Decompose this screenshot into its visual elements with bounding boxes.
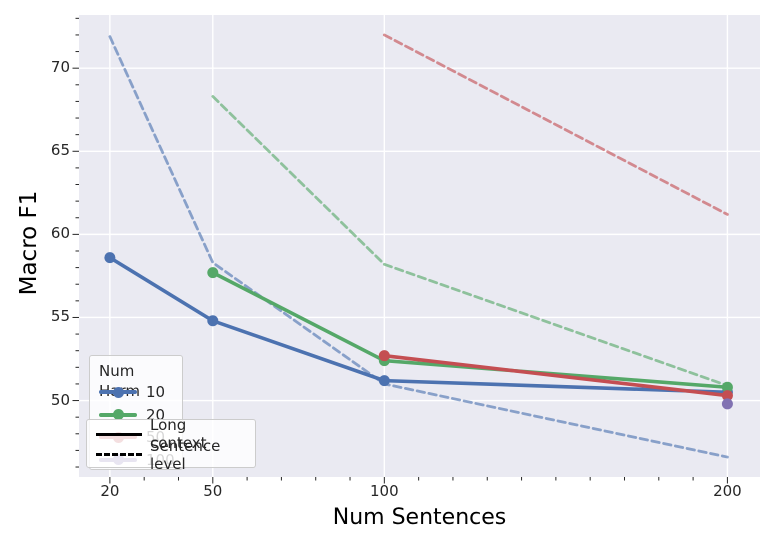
legend-num-harm-title: Num Harm — [99, 362, 140, 400]
dashed-line-swatch-icon — [96, 453, 142, 457]
series-line-harm-10-sentence-level — [108, 35, 729, 459]
marker-harm-10-long-context — [104, 252, 116, 264]
marker-harm-20-long-context — [721, 381, 733, 393]
x-tick-label: 20 — [100, 482, 120, 500]
marker-harm-10-long-context — [207, 315, 219, 327]
marker-harm-100-long-context — [721, 398, 733, 410]
y-tick-label: 55 — [50, 307, 70, 326]
legend-label-sentence-level: Sentence level — [150, 436, 221, 473]
legend-row-long-context: Long context — [96, 416, 246, 452]
y-tick-label: 60 — [50, 224, 70, 243]
y-axis-label: Macro F1 — [16, 190, 42, 296]
line-marker-swatch-10-icon — [99, 386, 137, 398]
x-tick-label: 200 — [713, 482, 742, 500]
series-line-harm-20-sentence-level — [211, 95, 729, 387]
marker-harm-20-long-context — [207, 267, 219, 279]
series-line-harm-10-long-context — [108, 255, 730, 395]
x-tick-label: 100 — [370, 482, 399, 500]
y-tick-label: 70 — [50, 57, 70, 76]
legend-line-style: Long context Sentence level — [86, 416, 256, 473]
legend-label-10: 10 — [146, 383, 166, 402]
solid-line-swatch-icon — [96, 432, 142, 436]
x-tick-label: 50 — [203, 482, 223, 500]
legend-row-harm-10: 10 — [99, 381, 173, 404]
y-tick-label: 65 — [50, 141, 70, 160]
series-line-harm-50-long-context — [382, 353, 730, 398]
x-axis-label: Num Sentences — [332, 505, 507, 530]
series-line-harm-50-sentence-level — [382, 33, 729, 216]
legend-row-sentence-level: Sentence level — [96, 437, 246, 473]
marker-harm-50-long-context — [378, 350, 390, 362]
legend-label-long-context: Long context — [150, 416, 207, 453]
marker-harm-10-long-context — [378, 375, 390, 387]
marker-harm-50-long-context — [721, 390, 733, 402]
y-tick-label: 50 — [50, 390, 70, 409]
line-marker-swatch-20-icon — [99, 409, 137, 421]
